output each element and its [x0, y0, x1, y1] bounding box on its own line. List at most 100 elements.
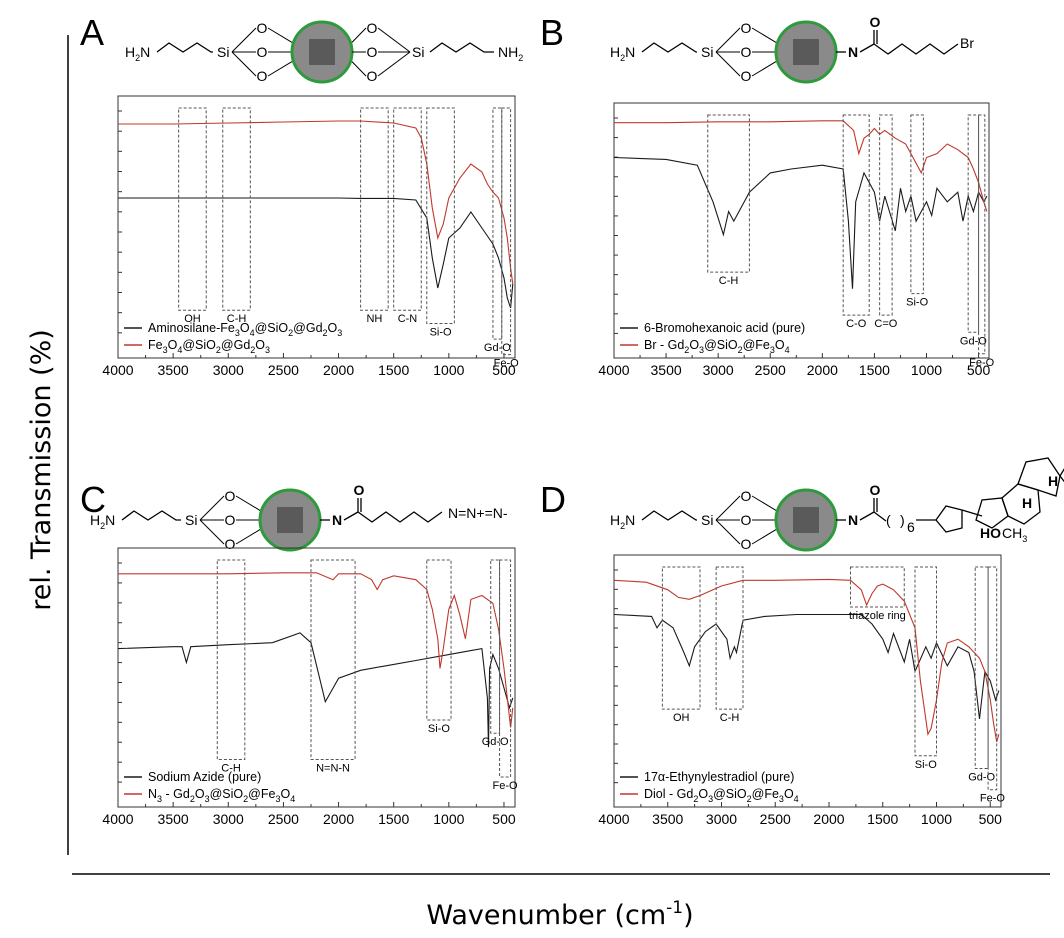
o-particle-bond [751, 61, 777, 77]
annotation-label: Si-O [430, 327, 452, 339]
plot-frame [613, 102, 990, 359]
alkyl-chain [641, 510, 697, 521]
methyl-label: CH3 [1002, 525, 1027, 544]
annotation-box [490, 559, 501, 734]
o-particle-bond [235, 495, 261, 511]
x-tick-label: 2500 [268, 811, 299, 827]
x-tick-label: 1500 [378, 811, 409, 827]
panel-letter: B [540, 12, 564, 53]
plot-frame [117, 547, 516, 808]
hydrogen-label: H [1048, 473, 1058, 489]
silicon-label: Si [701, 44, 713, 60]
annotation-box [310, 559, 356, 760]
x-tick-label: 3000 [703, 362, 734, 378]
annotation-box [216, 559, 246, 760]
series-line-red [118, 120, 514, 285]
series-line-black [118, 197, 514, 309]
x-tick-label: 4000 [102, 362, 133, 378]
legend-label: 17α-Ethynylestradiol (pure) [644, 770, 794, 784]
x-tick-label: 4000 [598, 362, 629, 378]
panel-letter: A [80, 12, 104, 53]
o-particle-bond [751, 529, 777, 545]
legend-label: Br - Gd2O3@SiO2@Fe3O4 [644, 338, 790, 355]
nanoparticle-core-icon [309, 39, 335, 65]
o-particle-bond [751, 27, 777, 43]
paren: ) [900, 512, 905, 528]
o-si-bond [377, 27, 411, 53]
x-tick-label: 4000 [102, 811, 133, 827]
x-tick-label: 3500 [158, 362, 189, 378]
alkyl-chain [156, 42, 213, 53]
x-tick-label: 3000 [213, 811, 244, 827]
amide-bond [343, 511, 359, 521]
o-particle-bond [751, 495, 777, 511]
si-o-bond [715, 495, 741, 521]
x-tick-label: 3500 [158, 811, 189, 827]
si-o-bond [199, 519, 225, 545]
series-line-black [613, 613, 1000, 720]
series-line-black [613, 156, 988, 289]
si-o-bond [715, 27, 741, 53]
x-axis-title-main: Wavenumber (cm [426, 900, 666, 931]
annotation-label: Fe-O [493, 780, 519, 792]
nanoparticle-core-icon [793, 507, 819, 533]
silicon-label: Si [412, 44, 424, 60]
annotation-box [879, 114, 893, 316]
x-tick-label: 1000 [911, 362, 942, 378]
carbonyl-oxygen-label: O [870, 482, 881, 498]
o-particle-bond [267, 61, 293, 77]
legend-label: 6-Bromohexanoic acid (pure) [644, 321, 805, 335]
annotation-box [987, 566, 998, 791]
annotation-label: C-N [398, 313, 418, 325]
annotation-box [842, 114, 870, 316]
amine-label: H2N [90, 512, 115, 531]
carbonyl-oxygen-label: O [870, 14, 881, 30]
annotation-box [426, 559, 452, 721]
x-tick-label: 1000 [433, 811, 464, 827]
annotation-box [222, 107, 251, 311]
annotation-label: C-H [719, 275, 739, 287]
repeat-count: 6 [907, 519, 915, 535]
panel-d: DH2NSiOOONO()6OHHOCH3HH40003500300025002… [540, 457, 1064, 827]
legend-label: Fe3O4@SiO2@Gd2O3 [148, 338, 270, 355]
oxygen-label: O [741, 20, 752, 36]
annotation-label: C-H [221, 762, 241, 774]
legend-label: Aminosilane-Fe3O4@SiO2@Gd2O3 [148, 321, 342, 338]
x-tick-label: 500 [967, 362, 991, 378]
panel-letter: D [540, 479, 566, 520]
annotation-label: Gd-O [960, 335, 987, 347]
o-si-bond [377, 51, 411, 77]
x-axis-title-sup: -1 [666, 898, 683, 918]
x-tick-label: 2500 [268, 362, 299, 378]
annotation-box [850, 566, 905, 608]
si-o-bond [231, 27, 257, 53]
annotation-box [967, 114, 980, 333]
nitrogen-label: N [848, 512, 858, 528]
annotation-label: Fe-O [980, 793, 1006, 805]
alkyl-chain [357, 511, 443, 523]
nanoparticle-core-icon [793, 39, 819, 65]
x-tick-label: 3500 [652, 811, 683, 827]
annotation-box [715, 566, 744, 710]
series-line-red [613, 578, 1000, 742]
si-o-bond [715, 519, 741, 545]
annotation-box [914, 566, 937, 757]
o-particle-bond [235, 529, 261, 545]
annotation-box [978, 114, 986, 355]
si-o-bond [715, 51, 741, 77]
x-tick-label: 3500 [651, 362, 682, 378]
x-tick-label: 2500 [755, 362, 786, 378]
alkyl-chain [429, 42, 494, 53]
annotation-label: triazole ring [849, 610, 906, 622]
legend-label: N3 - Gd2O3@SiO2@Fe3O4 [148, 787, 295, 804]
x-tick-label: 500 [492, 362, 516, 378]
amine-label: H2N [610, 512, 635, 531]
annotation-label: Gd-O [484, 342, 511, 354]
si-o-bond [231, 51, 257, 77]
x-tick-label: 4000 [598, 811, 629, 827]
o-particle-bond [267, 27, 293, 43]
annotation-box [360, 107, 389, 311]
annotation-label: Gd-O [968, 772, 995, 784]
